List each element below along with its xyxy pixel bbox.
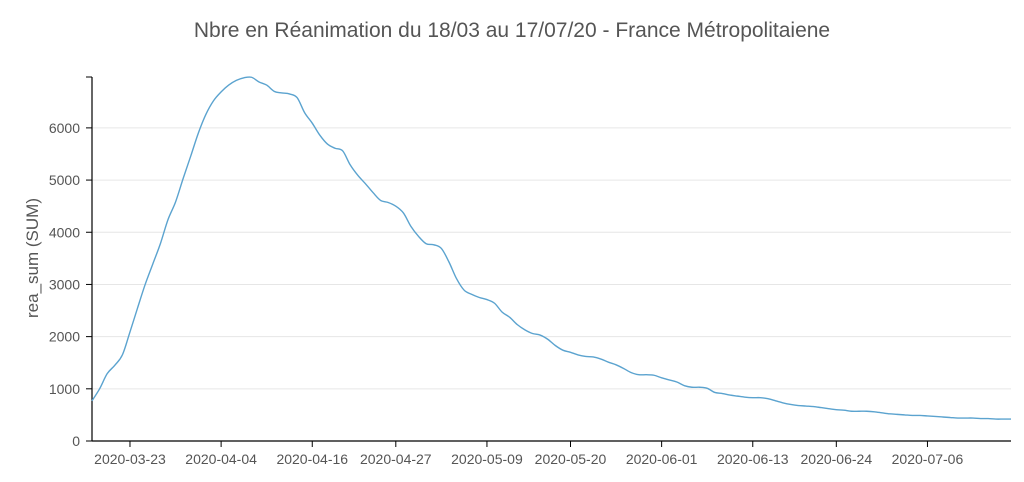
y-tick-label: 0 (72, 433, 80, 449)
x-tick-label: 2020-03-23 (94, 451, 166, 467)
y-tick-label: 6000 (49, 120, 80, 136)
y-tick-label: 5000 (49, 172, 80, 188)
x-tick-label: 2020-05-09 (451, 451, 523, 467)
x-tick-label: 2020-06-13 (717, 451, 789, 467)
x-tick-label: 2020-06-24 (801, 451, 873, 467)
gridlines (92, 127, 1011, 390)
x-tick-label: 2020-05-20 (535, 451, 607, 467)
y-tick-label: 3000 (49, 276, 80, 292)
x-tick-label: 2020-04-27 (360, 451, 432, 467)
axes (86, 76, 1011, 447)
tick-labels: 0 1000 2000 3000 4000 5000 6000 2020-03-23 2020-… (49, 120, 964, 467)
y-tick-label: 4000 (49, 224, 80, 240)
x-tick-label: 2020-07-06 (892, 451, 964, 467)
chart-title: Nbre en Réanimation du 18/03 au 17/07/20… (193, 19, 831, 42)
y-axis-title: rea_sum (SUM) (23, 198, 42, 318)
x-tick-label: 2020-04-04 (185, 451, 257, 467)
x-tick-label: 2020-06-01 (626, 451, 698, 467)
series-line (91, 76, 1011, 420)
y-tick-label: 1000 (49, 381, 80, 397)
series-layer (91, 76, 1011, 420)
y-tick-label: 2000 (49, 329, 80, 345)
x-tick-label: 2020-04-16 (276, 451, 348, 467)
